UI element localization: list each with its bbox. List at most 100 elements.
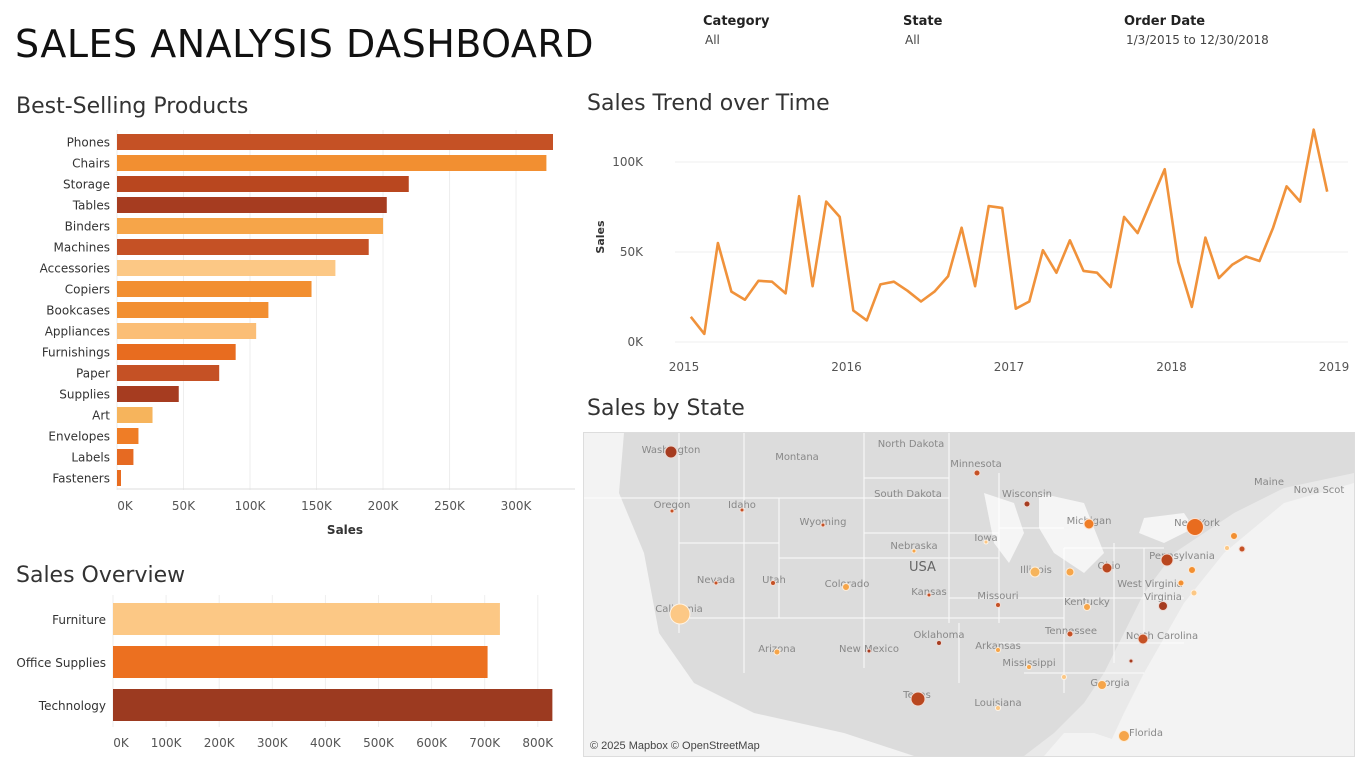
sales-by-state-title: Sales by State: [587, 396, 745, 421]
x-tick-label: 150K: [301, 499, 333, 513]
x-tick-label: 400K: [310, 736, 342, 750]
map-background: [584, 433, 1354, 756]
x-axis-title: Sales: [327, 523, 363, 537]
state-sales-bubble[interactable]: [1137, 633, 1149, 645]
map-state-label: Iowa: [974, 533, 998, 544]
filter-state-value[interactable]: All: [905, 33, 920, 47]
state-sales-bubble[interactable]: [1128, 658, 1134, 664]
x-tick-label: 100K: [151, 736, 183, 750]
x-tick-label: 2015: [669, 360, 700, 374]
map-state-label: Pennsylvania: [1149, 551, 1215, 562]
map-state-label: Kentucky: [1047, 597, 1127, 608]
map-state-label: Georgia: [1090, 678, 1130, 689]
map-state-label: Virginia: [1144, 592, 1182, 603]
state-sales-bubble[interactable]: [926, 592, 932, 598]
sales-overview-chart: 0K 100K 200K 300K 400K 500K 600K 700K 800K Furnit…: [16, 595, 554, 750]
category-label: Machines: [54, 241, 110, 255]
map-state-label: Minnesota: [950, 459, 1002, 470]
best-selling-title: Best-Selling Products: [16, 94, 249, 119]
category-label: Binders: [65, 220, 110, 234]
state-sales-bubble[interactable]: [773, 648, 781, 656]
state-sales-bubble[interactable]: [1029, 566, 1041, 578]
product-bar: [117, 281, 312, 297]
state-sales-bubble[interactable]: [983, 539, 989, 545]
state-sales-bubble[interactable]: [1186, 518, 1204, 536]
x-tick-label: 300K: [501, 499, 533, 513]
x-tick-label: 200K: [368, 499, 400, 513]
category-label: Tables: [72, 199, 110, 213]
state-sales-bubble[interactable]: [1097, 680, 1107, 690]
state-sales-bubble[interactable]: [1190, 589, 1198, 597]
state-sales-bubble[interactable]: [1224, 545, 1230, 551]
state-sales-bubble[interactable]: [936, 640, 942, 646]
map-copyright: © 2025 Mapbox © OpenStreetMap: [590, 740, 760, 752]
state-sales-bubble[interactable]: [1230, 532, 1238, 540]
map-state-label: Missouri: [977, 591, 1019, 602]
y-tick-label: 0K: [627, 335, 644, 349]
product-bar: [117, 197, 387, 213]
state-sales-bubble[interactable]: [1101, 562, 1113, 574]
state-sales-bubble[interactable]: [1188, 566, 1196, 574]
state-sales-bubble[interactable]: [1238, 545, 1246, 553]
state-sales-bubble[interactable]: [739, 507, 745, 513]
product-bar: [117, 218, 384, 234]
state-sales-bubble[interactable]: [1118, 730, 1130, 742]
map-state-label: Wisconsin: [1002, 489, 1052, 500]
sales-by-state-map[interactable]: WashingtonMontanaNorth DakotaMinnesotaOr…: [583, 432, 1355, 757]
map-state-label: Oklahoma: [913, 630, 965, 641]
state-sales-bubble[interactable]: [1177, 579, 1185, 587]
state-sales-bubble[interactable]: [911, 548, 917, 554]
map-state-label: Arkansas: [958, 641, 1038, 652]
map-state-label: Idaho: [728, 500, 756, 511]
x-tick-label: 300K: [257, 736, 289, 750]
category-bar: [113, 689, 553, 721]
filter-category[interactable]: Category All: [703, 14, 769, 47]
filter-category-value[interactable]: All: [705, 33, 720, 47]
product-bar: [117, 344, 236, 360]
state-sales-bubble[interactable]: [1026, 664, 1032, 670]
y-tick-label: 100K: [612, 155, 644, 169]
filter-order-date-label: Order Date: [1124, 14, 1206, 29]
state-sales-bubble[interactable]: [1083, 603, 1091, 611]
state-sales-bubble[interactable]: [1066, 630, 1074, 638]
category-label: Technology: [38, 699, 106, 713]
product-bar: [117, 260, 336, 276]
state-sales-bubble[interactable]: [770, 580, 776, 586]
product-bar: [117, 470, 121, 486]
state-sales-bubble[interactable]: [1083, 518, 1095, 530]
product-bar: [117, 155, 547, 171]
map-state-label: Oregon: [653, 500, 691, 511]
state-sales-bubble[interactable]: [995, 647, 1001, 653]
state-sales-bubble[interactable]: [1158, 601, 1168, 611]
state-sales-bubble[interactable]: [669, 603, 691, 625]
state-sales-bubble[interactable]: [713, 580, 719, 586]
state-sales-bubble[interactable]: [1061, 674, 1067, 680]
x-tick-label: 250K: [434, 499, 466, 513]
state-sales-bubble[interactable]: [973, 469, 981, 477]
state-sales-bubble[interactable]: [820, 522, 826, 528]
filter-state[interactable]: State All: [903, 14, 942, 47]
x-tick-label: 50K: [172, 499, 196, 513]
product-bar: [117, 428, 139, 444]
product-bar: [117, 134, 553, 150]
state-sales-bubble[interactable]: [669, 508, 675, 514]
state-sales-bubble[interactable]: [1065, 567, 1075, 577]
filter-order-date[interactable]: Order Date 1/3/2015 to 12/30/2018: [1124, 14, 1269, 47]
state-sales-bubble[interactable]: [866, 648, 872, 654]
state-sales-bubble[interactable]: [1023, 500, 1031, 508]
best-selling-products-chart: 0K 50K 100K 150K 200K 250K 300K Phones Chairs Sto…: [40, 130, 575, 537]
category-bar: [113, 603, 500, 635]
map-state-label: West Virginia: [1117, 579, 1183, 590]
category-label: Furnishings: [42, 346, 110, 360]
state-sales-bubble[interactable]: [664, 445, 678, 459]
filter-order-date-value[interactable]: 1/3/2015 to 12/30/2018: [1126, 33, 1269, 47]
product-bar: [117, 176, 409, 192]
state-sales-bubble[interactable]: [1160, 553, 1174, 567]
state-sales-bubble[interactable]: [910, 691, 926, 707]
state-sales-bubble[interactable]: [995, 705, 1001, 711]
state-sales-bubble[interactable]: [995, 602, 1001, 608]
state-sales-bubble[interactable]: [842, 583, 850, 591]
map-state-label: Louisiana: [974, 698, 1022, 709]
category-label: Chairs: [72, 157, 110, 171]
x-tick-label: 700K: [469, 736, 501, 750]
